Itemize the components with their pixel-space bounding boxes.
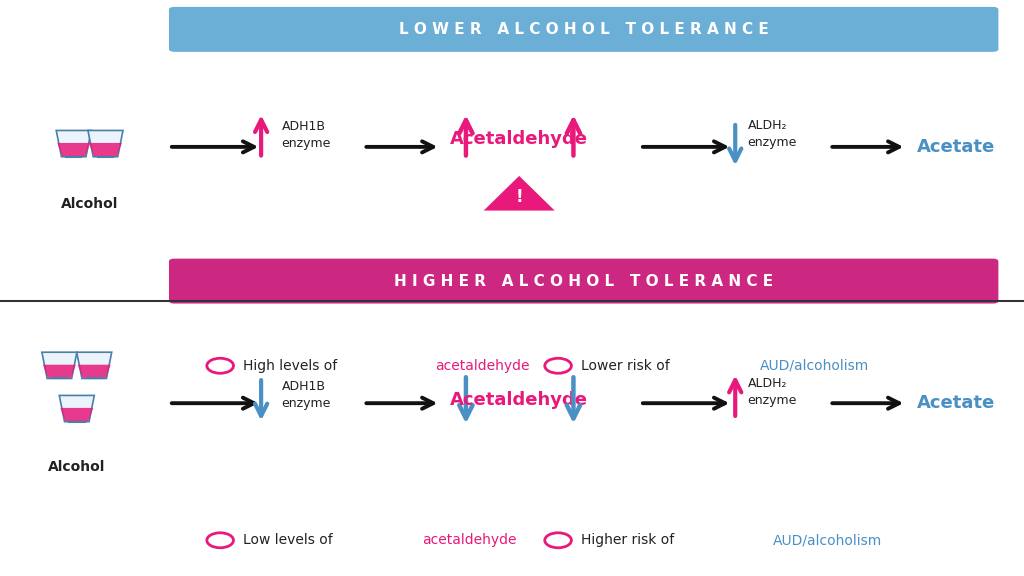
Polygon shape	[78, 365, 111, 378]
Polygon shape	[57, 143, 90, 156]
Polygon shape	[77, 352, 112, 378]
Text: ADH1B
enzyme: ADH1B enzyme	[282, 120, 331, 150]
Polygon shape	[480, 174, 558, 212]
Polygon shape	[60, 408, 93, 421]
Text: H I G H E R   A L C O H O L   T O L E R A N C E: H I G H E R A L C O H O L T O L E R A N …	[394, 274, 773, 289]
Polygon shape	[59, 396, 94, 422]
Text: AUD/alcoholism: AUD/alcoholism	[772, 533, 882, 547]
Text: acetaldehyde: acetaldehyde	[422, 533, 516, 547]
Text: Low levels of: Low levels of	[243, 533, 337, 547]
FancyBboxPatch shape	[169, 7, 998, 52]
Text: ADH1B
enzyme: ADH1B enzyme	[282, 380, 331, 410]
Polygon shape	[89, 143, 122, 156]
Text: Acetate: Acetate	[916, 138, 994, 156]
Text: Alcohol: Alcohol	[48, 460, 105, 473]
Text: Higher risk of: Higher risk of	[581, 533, 678, 547]
Polygon shape	[56, 131, 91, 157]
Polygon shape	[88, 131, 123, 157]
Text: High levels of: High levels of	[243, 359, 341, 373]
Text: ALDH₂
enzyme: ALDH₂ enzyme	[748, 119, 797, 149]
Text: Alcohol: Alcohol	[61, 198, 119, 211]
Text: Lower risk of: Lower risk of	[581, 359, 674, 373]
FancyBboxPatch shape	[169, 259, 998, 304]
Text: Acetate: Acetate	[916, 394, 994, 412]
Polygon shape	[43, 365, 76, 378]
Text: AUD/alcoholism: AUD/alcoholism	[760, 359, 869, 373]
Text: acetaldehyde: acetaldehyde	[434, 359, 529, 373]
Text: Acetaldehyde: Acetaldehyde	[451, 130, 588, 149]
Text: ALDH₂
enzyme: ALDH₂ enzyme	[748, 377, 797, 407]
Text: L O W E R   A L C O H O L   T O L E R A N C E: L O W E R A L C O H O L T O L E R A N C …	[398, 22, 769, 37]
Text: !: !	[515, 188, 523, 206]
Polygon shape	[42, 352, 77, 378]
Text: Acetaldehyde: Acetaldehyde	[451, 391, 588, 410]
